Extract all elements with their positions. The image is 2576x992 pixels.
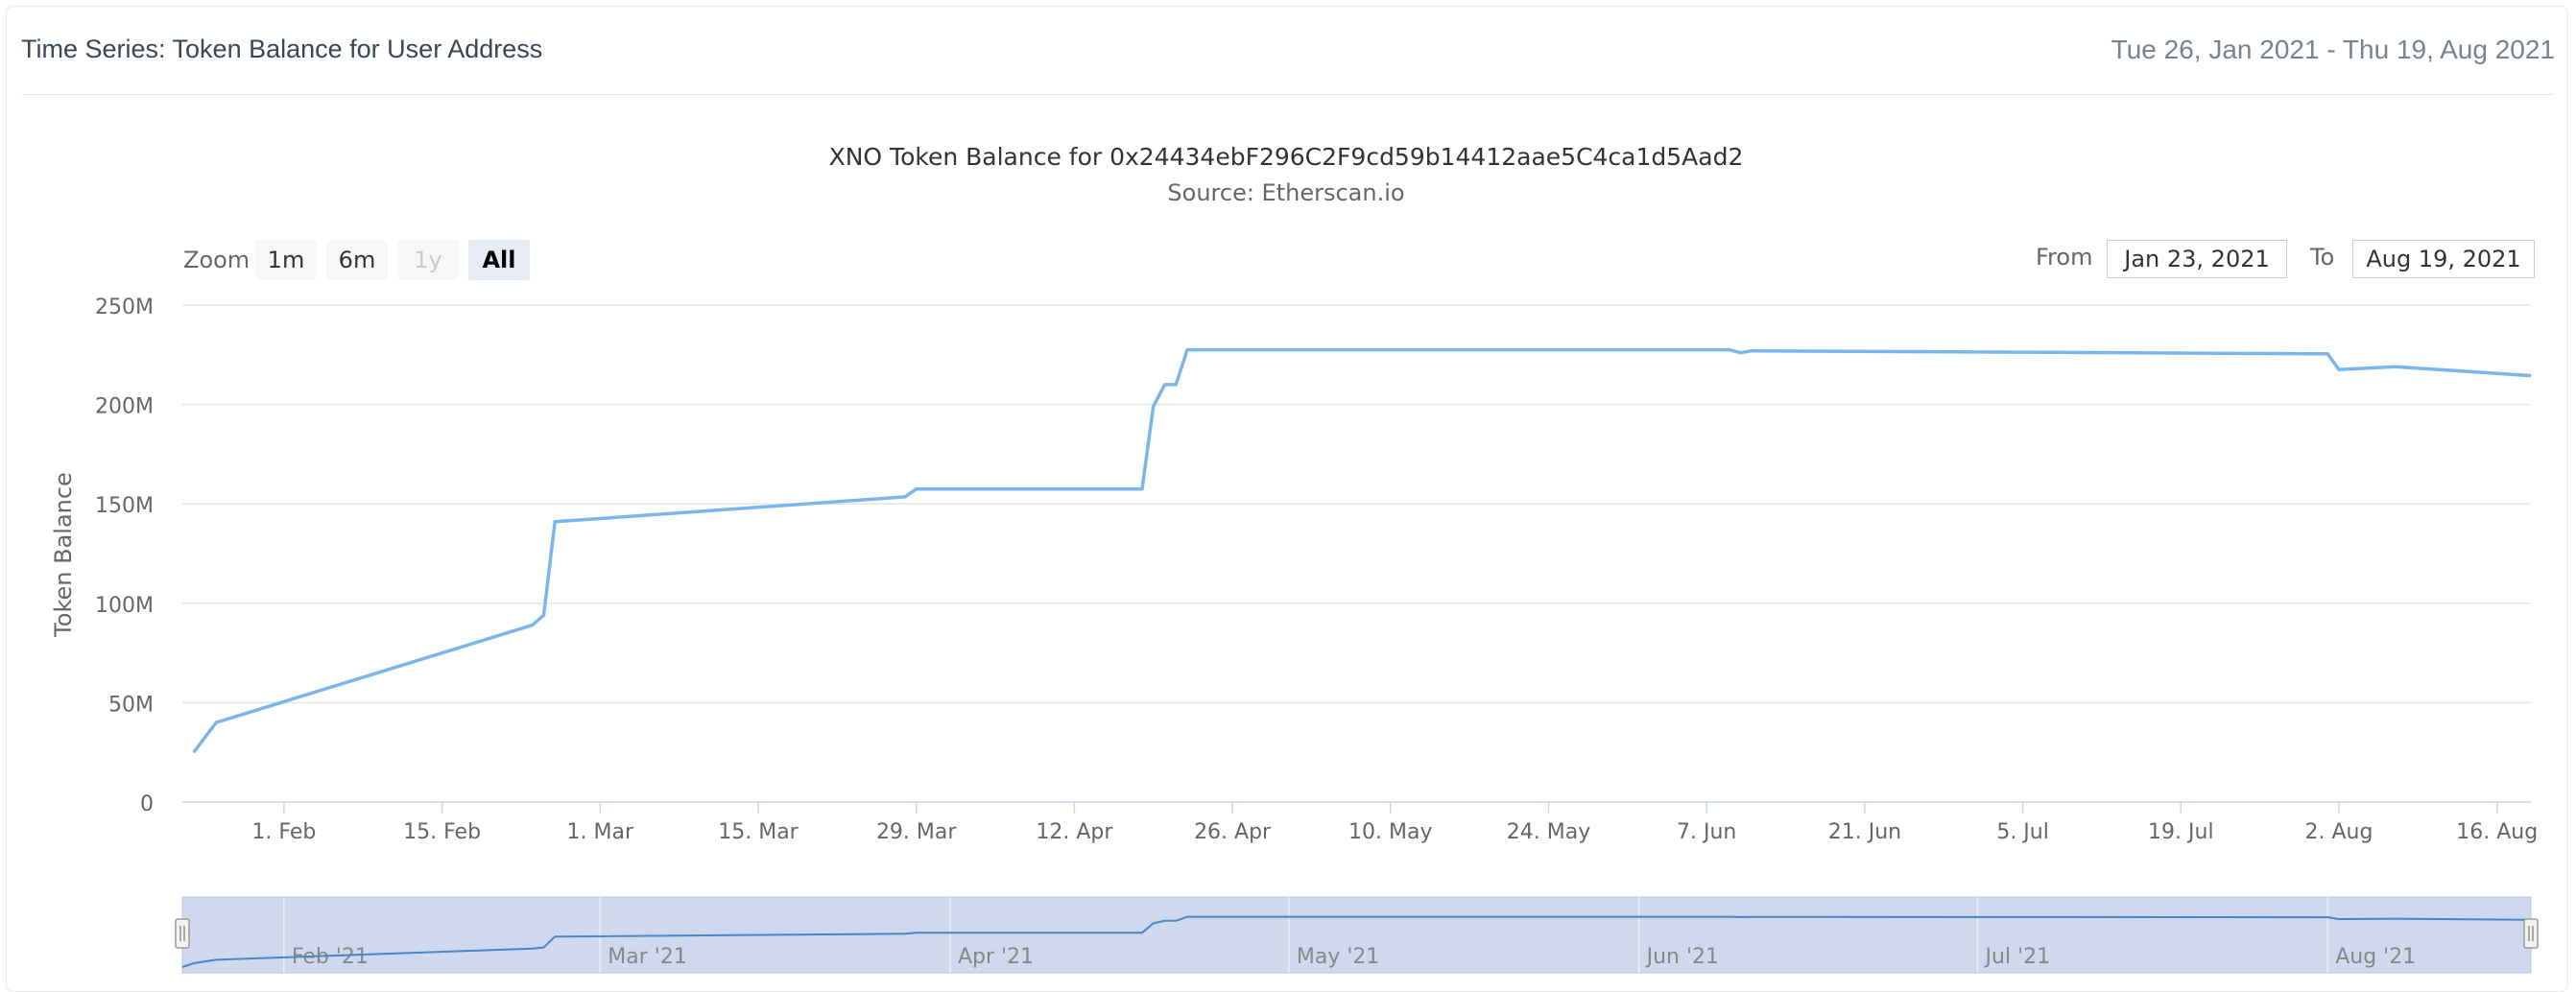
series-layer — [192, 347, 2532, 754]
y-tick-label: 0 — [140, 792, 154, 816]
data-point — [554, 521, 556, 523]
handle-body — [175, 918, 190, 949]
data-point — [1153, 406, 1155, 408]
zoom-button-label: 6m — [339, 247, 376, 273]
navigator-series-line — [181, 915, 2532, 968]
zoom-button-bg — [397, 240, 459, 280]
y-tick-label: 50M — [108, 693, 154, 717]
x-tick-label: 15. Feb — [403, 820, 481, 844]
header-divider — [21, 94, 2555, 95]
x-tick-label: 29. Mar — [876, 820, 957, 844]
x-tick-label: 1. Mar — [567, 820, 634, 844]
y-tick-label: 150M — [95, 494, 154, 518]
x-tick-label: 19. Jul — [2148, 820, 2214, 844]
data-point — [2530, 375, 2532, 377]
navigator-left-handle[interactable] — [175, 918, 190, 949]
x-tick-label: 15. Mar — [718, 820, 799, 844]
data-point — [1141, 488, 1143, 490]
navigator-tick-label: Mar '21 — [608, 945, 687, 969]
card-date-range: Tue 26, Jan 2021 - Thu 19, Aug 2021 — [2111, 35, 2555, 64]
y-axis-title: Token Balance — [50, 472, 77, 638]
zoom-label: Zoom — [183, 247, 250, 273]
navigator-tick-label: Aug '21 — [2335, 945, 2416, 969]
card-title: Time Series: Token Balance for User Addr… — [21, 35, 543, 63]
chart-title: XNO Token Balance for 0x24434ebF296C2F9c… — [829, 143, 1744, 171]
navigator-mask — [181, 896, 2532, 974]
x-tick-label: 10. May — [1348, 820, 1432, 844]
y-tick-label: 200M — [95, 395, 154, 419]
zoom-button-1m[interactable]: 1m — [255, 240, 317, 280]
grid-lines — [182, 304, 2531, 803]
data-point — [2338, 368, 2340, 370]
y-axis-labels: 0 50M 100M 150M 200M 250M — [95, 295, 154, 816]
data-point — [542, 614, 544, 616]
x-tick-label: 7. Jun — [1677, 820, 1736, 844]
data-point — [1751, 350, 1753, 352]
x-axis: 1. Feb 15. Feb 1. Mar 15. Mar 29. Mar 12. Apr… — [251, 802, 2538, 844]
data-point — [916, 488, 918, 490]
zoom-button-bg — [468, 240, 530, 280]
navigator-right-handle[interactable] — [2523, 918, 2539, 949]
zoom-button-1y: 1y — [397, 240, 459, 280]
from-label: From — [2036, 244, 2093, 271]
data-point — [2326, 353, 2328, 355]
data-point — [1739, 352, 1741, 354]
x-tick-label: 2. Aug — [2305, 820, 2373, 844]
zoom-button-6m[interactable]: 6m — [326, 240, 388, 280]
chart-subtitle: Source: Etherscan.io — [1167, 179, 1404, 206]
y-tick-label: 100M — [95, 594, 154, 618]
navigator-tick-label: Apr '21 — [958, 945, 1034, 969]
y-tick-label: 250M — [95, 295, 154, 319]
navigator-tick-label: Jul '21 — [1984, 945, 2051, 969]
data-point — [215, 721, 217, 723]
card-header: Time Series: Token Balance for User Addr… — [21, 23, 2555, 71]
navigator-tick-label: Jun '21 — [1645, 945, 1719, 969]
data-point — [193, 751, 195, 753]
to-date-input[interactable]: Aug 19, 2021 — [2352, 240, 2535, 278]
zoom-button-bg — [326, 240, 388, 280]
x-tick-label: 5. Jul — [1996, 820, 2049, 844]
data-point — [1164, 384, 1166, 386]
x-tick-label: 1. Feb — [251, 820, 316, 844]
x-tick-label: 21. Jun — [1828, 820, 1901, 844]
data-point — [1186, 349, 1188, 351]
series-line — [192, 347, 2532, 754]
zoom-button-label: 1y — [414, 247, 441, 273]
handle-body — [2523, 918, 2539, 949]
zoom-button-bg — [255, 240, 317, 280]
zoom-button-all[interactable]: All — [468, 240, 530, 280]
x-tick-label: 16. Aug — [2456, 820, 2538, 844]
data-point — [532, 625, 534, 626]
from-date-input[interactable]: Jan 23, 2021 — [2107, 240, 2287, 278]
chart-card — [6, 6, 2568, 992]
zoom-button-label: 1m — [268, 247, 305, 273]
data-point — [2395, 366, 2397, 367]
zoom-buttons: 1m 6m 1y All — [255, 240, 530, 280]
x-tick-label: 26. Apr — [1194, 820, 1272, 844]
data-point — [904, 496, 906, 498]
x-tick-label: 24. May — [1507, 820, 1590, 844]
navigator[interactable]: Feb '21 Mar '21 Apr '21 May '21 Jun '21 Jul '… — [175, 896, 2539, 974]
x-tick-label: 12. Apr — [1036, 820, 1113, 844]
navigator-tick-label: May '21 — [1297, 945, 1380, 969]
zoom-button-label: All — [482, 247, 515, 273]
to-label: To — [2310, 244, 2335, 271]
data-point — [1175, 384, 1177, 386]
